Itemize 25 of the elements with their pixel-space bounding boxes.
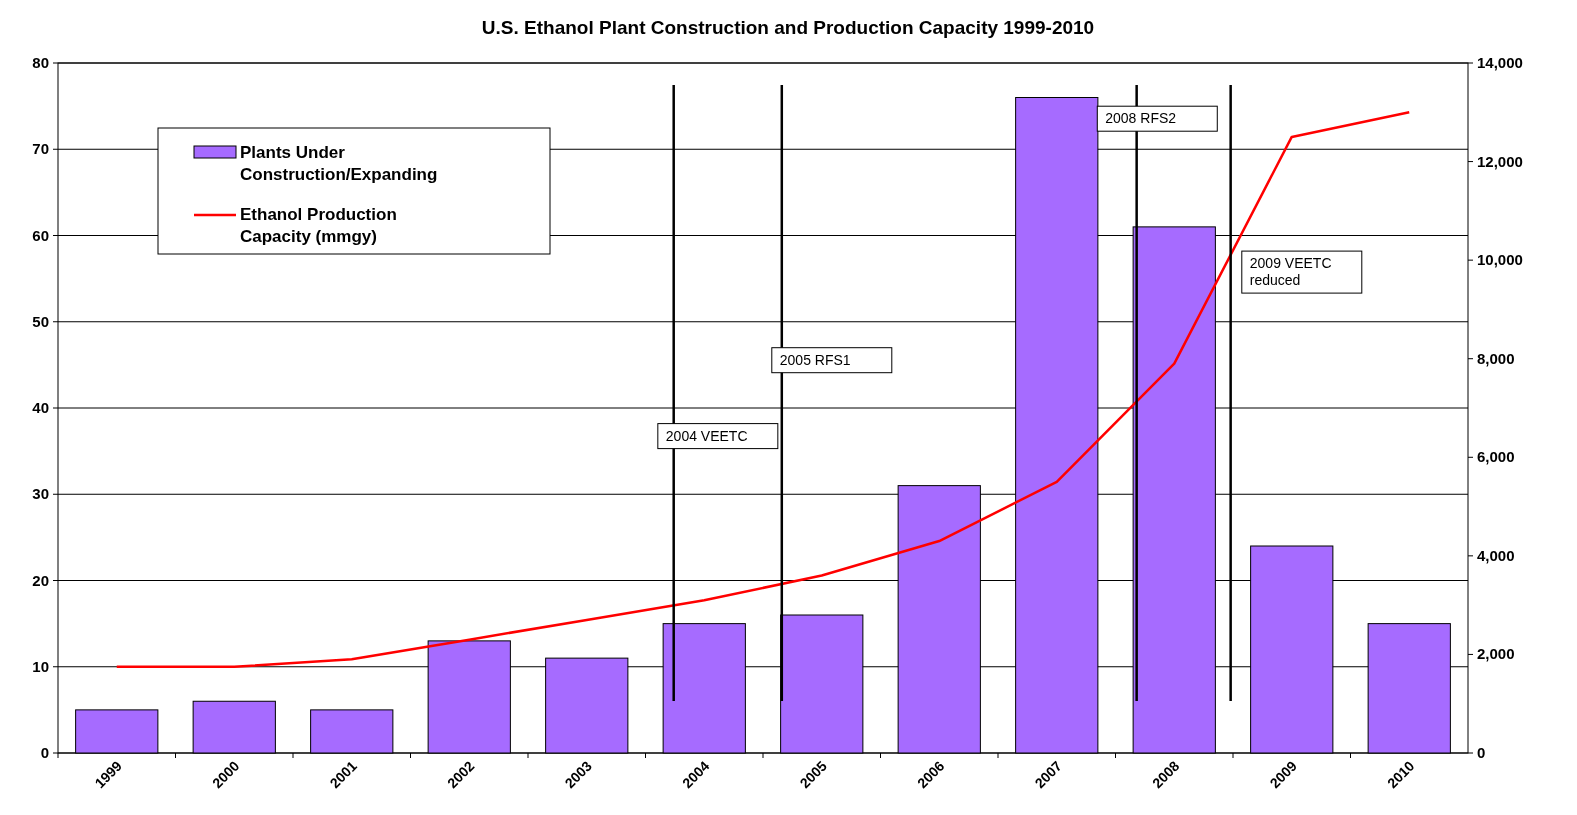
y-tick-label: 40 [32, 399, 49, 416]
y-tick-label: 70 [32, 140, 49, 158]
y-tick-label: 50 [32, 312, 49, 330]
y-tick-label: 60 [32, 226, 49, 244]
y-tick-label: 10 [32, 657, 49, 675]
legend-label: Plants Under Construction/Expanding [240, 143, 438, 184]
y2-tick-label: 14,000 [1477, 54, 1523, 71]
y2-tick-label: 10,000 [1477, 251, 1523, 269]
y2-tick-label: 4,000 [1477, 546, 1515, 564]
y2-tick-label: 6,000 [1477, 448, 1515, 466]
ref-line-label: 2008 RFS2 [1105, 110, 1177, 127]
y2-tick-label: 12,000 [1477, 152, 1523, 170]
legend-label: Ethanol Production Capacity (mmgy) [240, 205, 397, 246]
chart-title: U.S. Ethanol Plant Construction and Production Capacity 1999-2010 [481, 17, 1095, 38]
y-tick-label: 0 [40, 744, 49, 761]
line-series [115, 111, 1411, 668]
y-tick-label: 30 [32, 485, 49, 503]
y-tick-label: 20 [32, 571, 49, 589]
ref-line-label: 2004 VEETC [665, 427, 748, 444]
ref-line-label: 2005 RFS1 [779, 351, 851, 368]
y-tick-label: 80 [32, 54, 49, 71]
y2-tick-label: 8,000 [1477, 349, 1515, 367]
y2-tick-label: 2,000 [1477, 645, 1515, 663]
y2-tick-label: 0 [1477, 744, 1486, 761]
ref-line-label: 2009 VEETC reduced [1249, 255, 1332, 289]
